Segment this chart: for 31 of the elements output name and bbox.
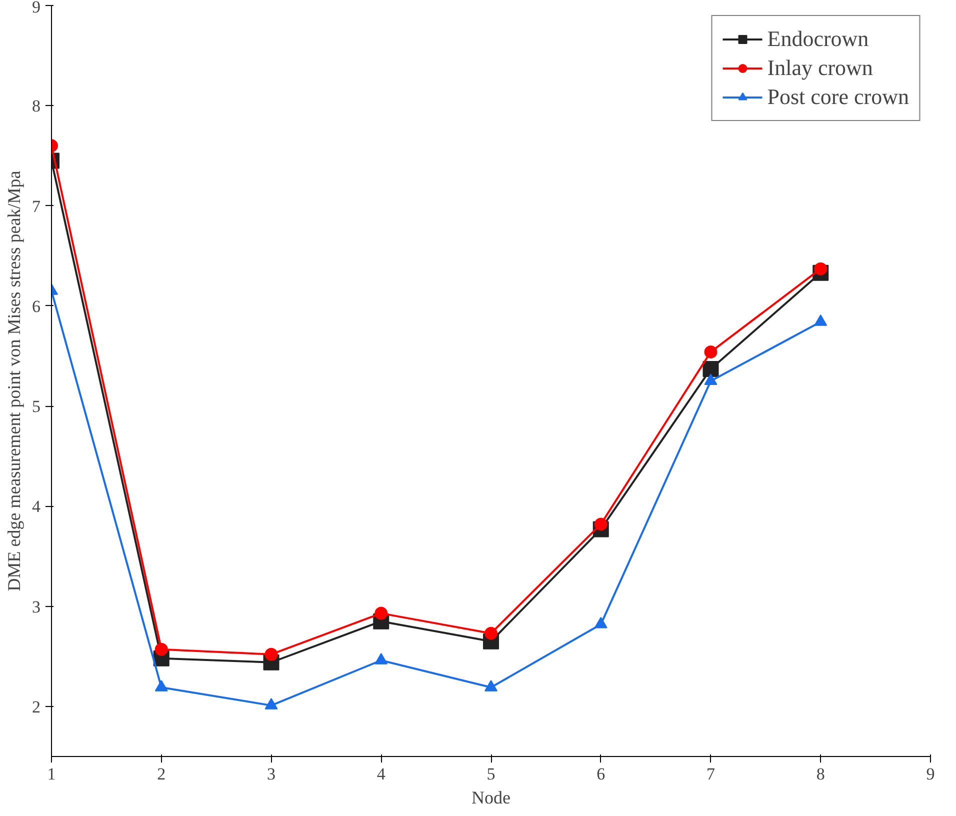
x-tick-label: 2 (157, 764, 166, 784)
point (264, 698, 278, 710)
x-axis-title: Node (472, 788, 511, 808)
y-tick-label: 8 (32, 96, 40, 116)
legend-label: Inlay crown (767, 55, 873, 81)
point (594, 518, 608, 531)
point (814, 262, 828, 276)
point (484, 626, 498, 640)
y-tick-label: 5 (32, 397, 40, 416)
x-tick-label: 9 (926, 764, 935, 784)
point (154, 642, 168, 656)
y-tick-label: 2 (32, 697, 40, 716)
x-tick-label: 3 (267, 764, 276, 784)
y-tick-label: 6 (32, 296, 40, 316)
x-tick-label: 6 (596, 764, 606, 784)
x-tick-label: 5 (486, 764, 496, 784)
x-tick-label: 7 (706, 764, 716, 784)
point (264, 648, 278, 661)
y-tick-label: 9 (32, 0, 40, 16)
x-tick-label: 8 (816, 764, 825, 784)
point (374, 606, 388, 620)
legend-label: Post core crown (767, 84, 909, 110)
y-tick-label: 4 (32, 497, 41, 516)
legend-label: Endocrown (767, 26, 869, 52)
y-tick-label: 3 (32, 597, 40, 616)
x-tick-label: 4 (376, 764, 386, 784)
y-tick-label: 7 (32, 196, 41, 216)
point (704, 345, 718, 358)
x-tick-label: 1 (47, 764, 56, 784)
point (702, 360, 719, 377)
y-axis-title: DME edge measurement point von Mises stress peak/Mpa (4, 170, 24, 592)
